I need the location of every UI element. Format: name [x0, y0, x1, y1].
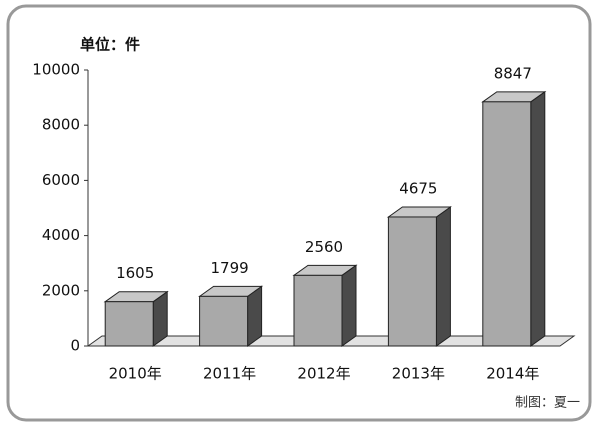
- value-label: 4675: [399, 179, 437, 197]
- bar-side: [435, 205, 451, 347]
- bar: [481, 90, 547, 347]
- y-tick-label: 2000: [42, 281, 80, 299]
- bar-side: [530, 90, 546, 347]
- y-tick-label: 4000: [42, 226, 80, 244]
- bar: [103, 290, 169, 347]
- bar-front: [482, 101, 532, 347]
- bar-side: [341, 264, 357, 347]
- footer: 制图：夏一: [515, 396, 580, 411]
- bar-front: [293, 274, 343, 347]
- y-tick-label: 0: [70, 337, 80, 355]
- x-tick-label: 2013年: [392, 365, 445, 383]
- x-tick-label: 2011年: [203, 365, 256, 383]
- bar-front: [387, 216, 437, 347]
- unit-label: 单位：件: [80, 36, 140, 54]
- y-tick-label: 8000: [42, 116, 80, 134]
- value-label: 1605: [116, 264, 154, 282]
- x-tick-label: 2010年: [109, 365, 162, 383]
- value-label: 8847: [494, 64, 532, 82]
- bar: [386, 205, 452, 347]
- bar: [198, 285, 264, 347]
- y-tick-label: 6000: [42, 171, 80, 189]
- value-label: 2560: [305, 238, 343, 256]
- y-tick-label: 10000: [32, 61, 80, 79]
- bar-front: [199, 295, 249, 347]
- bar-front: [104, 301, 154, 347]
- x-tick-label: 2012年: [297, 365, 350, 383]
- value-label: 1799: [211, 259, 249, 277]
- x-tick-label: 2014年: [486, 365, 539, 383]
- bar: [292, 264, 358, 347]
